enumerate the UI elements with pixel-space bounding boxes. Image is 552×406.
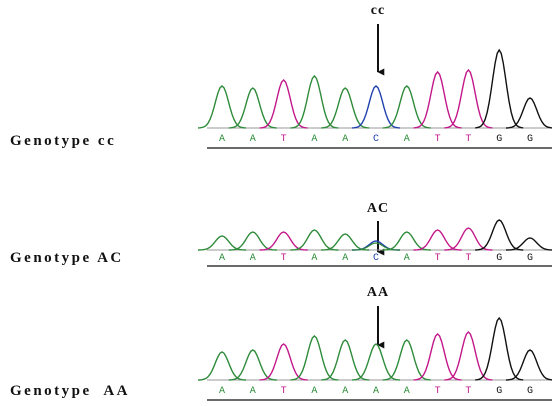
base-call: A: [219, 386, 225, 397]
base-call: T: [281, 134, 287, 145]
base-call: A: [250, 253, 256, 264]
base-call: G: [527, 386, 533, 397]
base-call: G: [496, 134, 502, 145]
base-call: A: [311, 386, 317, 397]
base-call: G: [527, 253, 533, 264]
base-call: T: [435, 253, 441, 264]
base-call: A: [219, 134, 225, 145]
peak: [475, 220, 523, 250]
peak: [506, 98, 552, 128]
genotype-label: Genotype cc: [10, 133, 116, 149]
figure: Genotype ccccAATAACATTGGGenotype ACACAAT…: [0, 0, 552, 406]
base-call: A: [342, 386, 348, 397]
base-call: G: [496, 386, 502, 397]
peak: [475, 318, 523, 380]
genotype-label: Genotype AC: [10, 250, 124, 266]
base-call: A: [250, 134, 256, 145]
base-call: A: [250, 386, 256, 397]
allele-marker: AC: [367, 201, 389, 216]
base-call: C: [373, 134, 379, 145]
base-call: T: [465, 134, 471, 145]
peak: [506, 350, 552, 380]
base-call: A: [219, 253, 225, 264]
base-call: T: [435, 386, 441, 397]
base-call: A: [404, 134, 410, 145]
base-call: T: [435, 134, 441, 145]
base-call: G: [496, 253, 502, 264]
base-call: A: [342, 253, 348, 264]
base-call: T: [281, 253, 287, 264]
genotype-label: Genotype AA: [10, 383, 130, 399]
peak: [290, 230, 338, 250]
base-call: A: [404, 386, 410, 397]
base-call: T: [465, 386, 471, 397]
base-call: G: [527, 134, 533, 145]
allele-marker: AA: [367, 285, 389, 300]
peak: [290, 76, 338, 128]
base-call: A: [342, 134, 348, 145]
base-call: A: [311, 253, 317, 264]
peak: [198, 86, 246, 128]
base-call: A: [311, 134, 317, 145]
allele-marker: cc: [371, 3, 385, 18]
base-call: A: [373, 386, 379, 397]
base-call: A: [404, 253, 410, 264]
peak: [475, 50, 523, 128]
peak: [506, 238, 552, 250]
base-call: T: [281, 386, 287, 397]
peak: [290, 336, 338, 380]
peak: [352, 86, 400, 128]
base-call: C: [373, 253, 379, 264]
base-call: T: [465, 253, 471, 264]
